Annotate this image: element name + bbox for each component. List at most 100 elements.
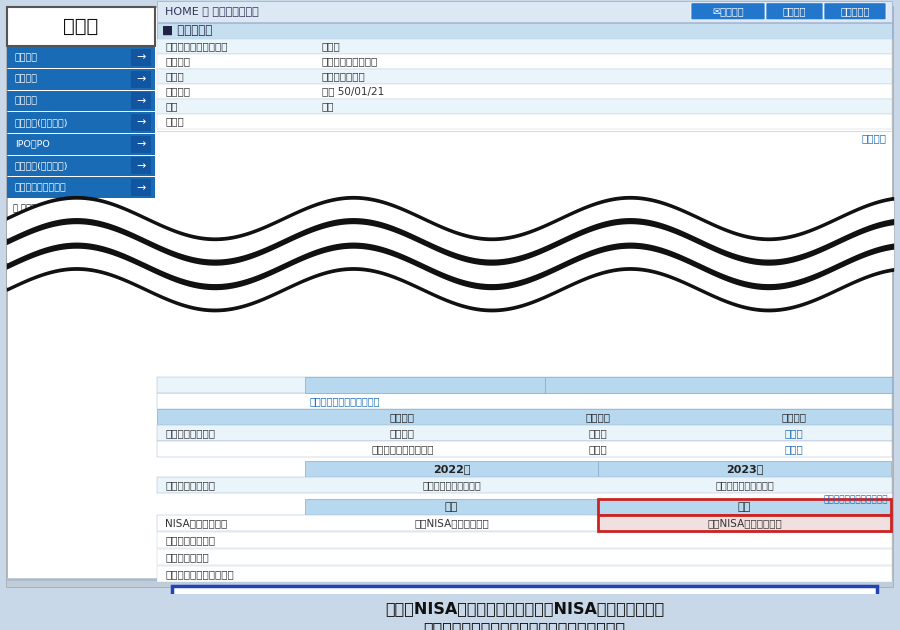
Bar (7, 134, 155, 154)
Text: →: → (136, 96, 146, 106)
Text: 現物取引: 現物取引 (15, 53, 38, 62)
Bar (157, 441, 892, 457)
Bar (7, 578, 893, 587)
Bar (157, 393, 892, 410)
Text: 投資信託: 投資信託 (15, 96, 38, 105)
Text: ログアウト: ログアウト (841, 6, 869, 16)
Bar (172, 587, 877, 630)
Bar (7, 69, 155, 89)
Bar (7, 47, 155, 68)
Bar (157, 99, 892, 114)
Text: 証券　太郎　様: 証券 太郎 様 (322, 71, 365, 81)
Bar (598, 461, 891, 477)
Text: マイナンバー登録区分: マイナンバー登録区分 (165, 41, 228, 51)
Bar (157, 84, 892, 99)
Text: 今年: 今年 (445, 501, 458, 512)
Text: 昭和 50/01/21: 昭和 50/01/21 (322, 86, 384, 96)
Bar (7, 156, 155, 176)
Bar (545, 377, 892, 393)
Text: 来年: 来年 (738, 501, 752, 512)
Text: →: → (136, 183, 146, 193)
Text: 各キャンペーンへのご案内: 各キャンペーンへのご案内 (310, 396, 381, 406)
Text: 来年のNISA口座開設状況が「成人NISA口座開設済み」: 来年のNISA口座開設状況が「成人NISA口座開設済み」 (385, 600, 664, 616)
FancyBboxPatch shape (824, 3, 886, 20)
FancyBboxPatch shape (766, 3, 823, 20)
Text: 開設済み源泉徴収あり: 開設済み源泉徴収あり (716, 480, 774, 490)
Bar (7, 91, 155, 112)
Text: 未開設: 未開設 (588, 428, 607, 438)
Bar (157, 410, 892, 425)
Bar (598, 499, 891, 515)
Text: であれば、ロールオーバー手続きが可能です。: であれば、ロールオーバー手続きが可能です。 (423, 621, 626, 630)
Text: 先物・オプション取引: 先物・オプション取引 (371, 444, 434, 454)
Bar (131, 71, 151, 88)
Bar (157, 425, 892, 441)
Text: HOME ＞ トップメニュー: HOME ＞ トップメニュー (165, 6, 259, 16)
Bar (157, 38, 892, 54)
Text: ショウケン　タロウ: ショウケン タロウ (322, 56, 378, 66)
Text: ・ 余力照会（信用）: ・ 余力照会（信用） (13, 232, 62, 241)
Bar (131, 179, 151, 196)
Text: 取引余力・預り資産: 取引余力・預り資産 (15, 183, 67, 192)
Text: 信用取引: 信用取引 (15, 75, 38, 84)
Text: →: → (136, 139, 146, 149)
Bar (305, 377, 545, 393)
Text: 変更する: 変更する (861, 133, 886, 143)
Text: 未開設: 未開設 (588, 444, 607, 454)
Text: →: → (136, 161, 146, 171)
Text: 成人NISA口座開設済み: 成人NISA口座開設済み (414, 518, 489, 528)
Bar (157, 69, 892, 84)
Text: 信用取引: 信用取引 (390, 428, 415, 438)
Text: 2023年: 2023年 (725, 464, 763, 474)
FancyBboxPatch shape (691, 3, 765, 20)
Bar (157, 477, 892, 493)
Bar (7, 112, 155, 133)
Bar (157, 515, 892, 531)
Text: NISA口座開設状況: NISA口座開設状況 (165, 518, 227, 528)
Bar (157, 549, 892, 564)
Text: カブ板: カブ板 (63, 17, 99, 36)
Text: 定時定額(つみたて): 定時定額(つみたて) (15, 118, 68, 127)
Text: 未登録: 未登録 (322, 41, 341, 51)
Text: 成人NISA口座開設済み: 成人NISA口座開設済み (707, 518, 782, 528)
Text: 生年月日: 生年月日 (165, 86, 190, 96)
Bar (157, 532, 892, 548)
Text: ■ お客様情報: ■ お客様情報 (162, 24, 212, 37)
Text: 性別: 性別 (165, 101, 177, 112)
Bar (7, 177, 155, 198)
Text: IPO・PO: IPO・PO (15, 140, 50, 149)
Text: 男性: 男性 (322, 101, 335, 112)
Bar (157, 114, 892, 129)
Text: 口座種別: 口座種別 (390, 412, 415, 422)
Text: 各種口座開設状況: 各種口座開設状況 (165, 428, 215, 438)
Bar (7, 6, 155, 46)
Bar (131, 136, 151, 152)
Text: ・ 取引余力/預り資産: ・ 取引余力/預り資産 (13, 203, 65, 213)
Text: フリガナ: フリガナ (165, 56, 190, 66)
Text: 開設状況: 開設状況 (585, 412, 610, 422)
Text: 配当金受取方式: 配当金受取方式 (165, 552, 209, 562)
Text: 電子交付申込状況: 電子交付申込状況 (165, 535, 215, 545)
Text: ✉お問合せ: ✉お問合せ (712, 6, 743, 16)
Bar (157, 54, 892, 69)
Text: 開設済み源泉徴収あり: 開設済み源泉徴収あり (422, 480, 481, 490)
Text: 取引履歴(前日以前): 取引履歴(前日以前) (15, 161, 68, 171)
Text: お名前: お名前 (165, 71, 184, 81)
Text: ご住所: ご住所 (165, 117, 184, 127)
Text: →: → (136, 118, 146, 127)
Text: ・ 取引履歴: ・ 取引履歴 (13, 246, 41, 255)
Text: 新規開設: 新規開設 (781, 412, 806, 422)
Bar (131, 114, 151, 131)
Bar (131, 93, 151, 110)
Bar (305, 499, 598, 515)
Text: 特定口座源泉徴収方式変更: 特定口座源泉徴収方式変更 (824, 495, 888, 504)
Bar (157, 1, 892, 21)
Text: ・ 余力照会（現物）: ・ 余力照会（現物） (13, 218, 62, 227)
Text: 2022年: 2022年 (433, 464, 470, 474)
Bar (131, 49, 151, 66)
Text: 登録配当金受領口座情報: 登録配当金受領口座情報 (165, 569, 234, 579)
Text: ❓ヘルプ: ❓ヘルプ (783, 6, 806, 16)
Bar (598, 515, 891, 531)
Text: →: → (136, 74, 146, 84)
Text: お申込: お申込 (784, 428, 803, 438)
